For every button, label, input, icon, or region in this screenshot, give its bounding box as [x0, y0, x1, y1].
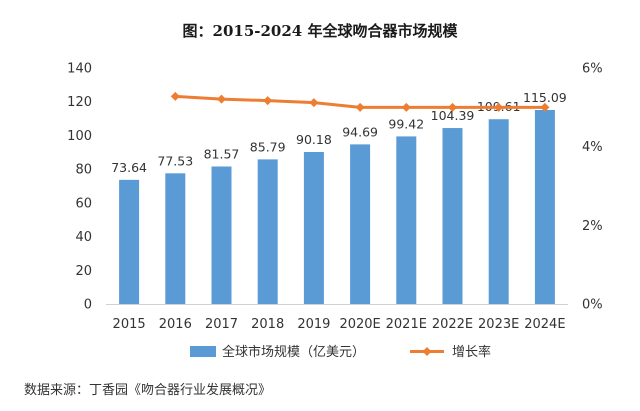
- legend-line-marker: [422, 347, 432, 356]
- right-tick-label: 4%: [582, 140, 603, 155]
- bar: [257, 159, 278, 304]
- growth-rate-marker: [217, 94, 226, 104]
- x-tick-label: 2018: [251, 317, 284, 332]
- legend-line-label: 增长率: [452, 344, 491, 360]
- bar-data-label: 115.09: [523, 90, 567, 105]
- growth-rate-marker: [448, 102, 457, 112]
- growth-rate-marker: [170, 91, 180, 101]
- growth-rate-series: [170, 91, 550, 112]
- x-tick-label: 2017: [205, 317, 238, 332]
- right-tick-label: 0%: [582, 298, 603, 313]
- x-axis: 2015 2016 2017 2018 2019 2020E 2021E 2022E 2023E…: [106, 304, 568, 332]
- bar-data-label: 94.69: [342, 124, 378, 139]
- growth-rate-marker: [355, 102, 365, 112]
- chart-title: 图：2015-2024 年全球吻合器市场规模: [183, 22, 459, 40]
- source-note: 数据来源：丁香园《吻合器行业发展概况》: [24, 382, 271, 398]
- growth-rate-marker: [401, 102, 411, 112]
- bar-data-label: 73.64: [111, 160, 147, 175]
- bar-data-label: 99.42: [388, 116, 424, 131]
- bar: [534, 109, 555, 304]
- legend-bar-label: 全球市场规模（亿美元）: [222, 344, 365, 360]
- bar: [303, 151, 324, 304]
- x-tick-label: 2016: [159, 317, 192, 332]
- left-tick-label: 20: [75, 264, 92, 279]
- x-tick-label: 2022E: [432, 317, 473, 332]
- bar: [165, 173, 186, 304]
- bar: [442, 128, 463, 304]
- legend-bar-swatch: [190, 346, 216, 357]
- growth-rate-marker: [309, 98, 319, 108]
- x-tick-label: 2015: [113, 317, 146, 332]
- right-axis: 0% 2% 4% 6%: [582, 62, 603, 313]
- bar: [488, 119, 509, 305]
- left-tick-label: 140: [67, 62, 92, 77]
- bar-data-label: 104.39: [431, 108, 475, 123]
- left-tick-label: 80: [75, 163, 92, 178]
- x-tick-label: 2023E: [478, 317, 519, 332]
- left-tick-label: 120: [67, 95, 92, 110]
- bar: [396, 136, 417, 304]
- bar-data-label: 85.79: [250, 139, 286, 154]
- right-tick-label: 6%: [582, 62, 603, 77]
- bar-series: [119, 109, 555, 305]
- right-tick-label: 2%: [582, 219, 603, 234]
- left-axis: 0 20 40 60 80 100 120 140: [67, 62, 92, 313]
- x-tick-label: 2020E: [339, 317, 380, 332]
- x-tick-label: 2021E: [386, 317, 427, 332]
- bar-data-label: 77.53: [157, 153, 193, 168]
- bar: [211, 166, 232, 304]
- left-tick-label: 40: [75, 230, 92, 245]
- left-tick-label: 60: [75, 196, 92, 211]
- x-tick-label: 2019: [297, 317, 330, 332]
- left-tick-label: 0: [84, 298, 92, 313]
- bar: [350, 144, 371, 304]
- growth-rate-marker: [263, 96, 273, 106]
- left-tick-label: 100: [67, 129, 92, 144]
- growth-rate-marker: [494, 102, 504, 112]
- growth-rate-marker: [540, 102, 550, 112]
- x-tick-label: 2024E: [524, 317, 565, 332]
- bar-data-label: 81.57: [204, 146, 240, 161]
- legend: 全球市场规模（亿美元） 增长率: [190, 344, 491, 360]
- bar-data-label: 90.18: [296, 132, 332, 147]
- bar: [119, 179, 140, 304]
